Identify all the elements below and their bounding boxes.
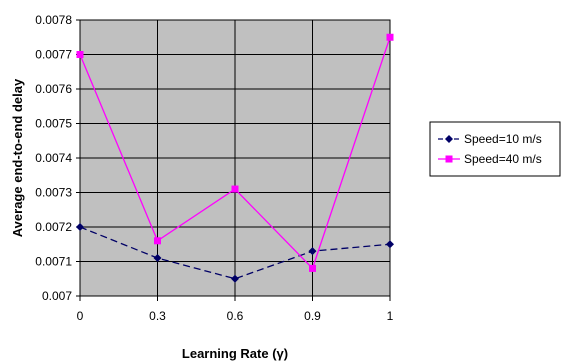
y-tick-label: 0.0074 <box>35 151 72 165</box>
y-tick-label: 0.0078 <box>35 13 72 27</box>
x-tick-label: 0 <box>77 309 84 323</box>
legend-label: Speed=10 m/s <box>464 132 542 146</box>
y-axis-title: Average end-to-end delay <box>10 78 25 237</box>
x-tick-label: 0.9 <box>304 309 321 323</box>
x-tick-label: 1 <box>387 309 394 323</box>
x-tick-label: 0.3 <box>149 309 166 323</box>
y-tick-label: 0.007 <box>42 289 72 303</box>
x-axis-title: Learning Rate (γ) <box>182 346 288 361</box>
x-tick-label: 0.6 <box>227 309 244 323</box>
data-point <box>308 247 317 256</box>
legend-label: Speed=40 m/s <box>464 152 542 166</box>
data-point <box>153 254 162 263</box>
data-point <box>386 240 394 249</box>
data-point <box>76 51 84 58</box>
x-axis-ticks: 0 0.3 0.6 0.9 1 <box>77 296 394 323</box>
data-point <box>309 264 316 272</box>
data-point <box>231 185 239 193</box>
legend: Speed=10 m/s Speed=40 m/s <box>429 121 561 177</box>
y-tick-label: 0.0071 <box>35 255 72 269</box>
legend-marker <box>445 155 453 163</box>
y-tick-label: 0.0072 <box>35 220 72 234</box>
data-point <box>76 223 84 231</box>
y-tick-label: 0.0076 <box>35 82 72 96</box>
data-point <box>231 274 239 283</box>
series-line <box>79 226 391 280</box>
data-point <box>154 237 161 245</box>
legend-marker <box>445 135 453 143</box>
y-tick-label: 0.0073 <box>35 186 72 200</box>
y-tick-label: 0.0077 <box>35 48 72 62</box>
data-point <box>386 33 394 41</box>
legend-box <box>429 121 561 177</box>
series-markers <box>76 33 394 283</box>
y-tick-label: 0.0075 <box>35 117 72 131</box>
y-axis-ticks: 0.007 0.0071 0.0072 0.0073 0.0074 0.0075 0.007… <box>35 13 80 303</box>
